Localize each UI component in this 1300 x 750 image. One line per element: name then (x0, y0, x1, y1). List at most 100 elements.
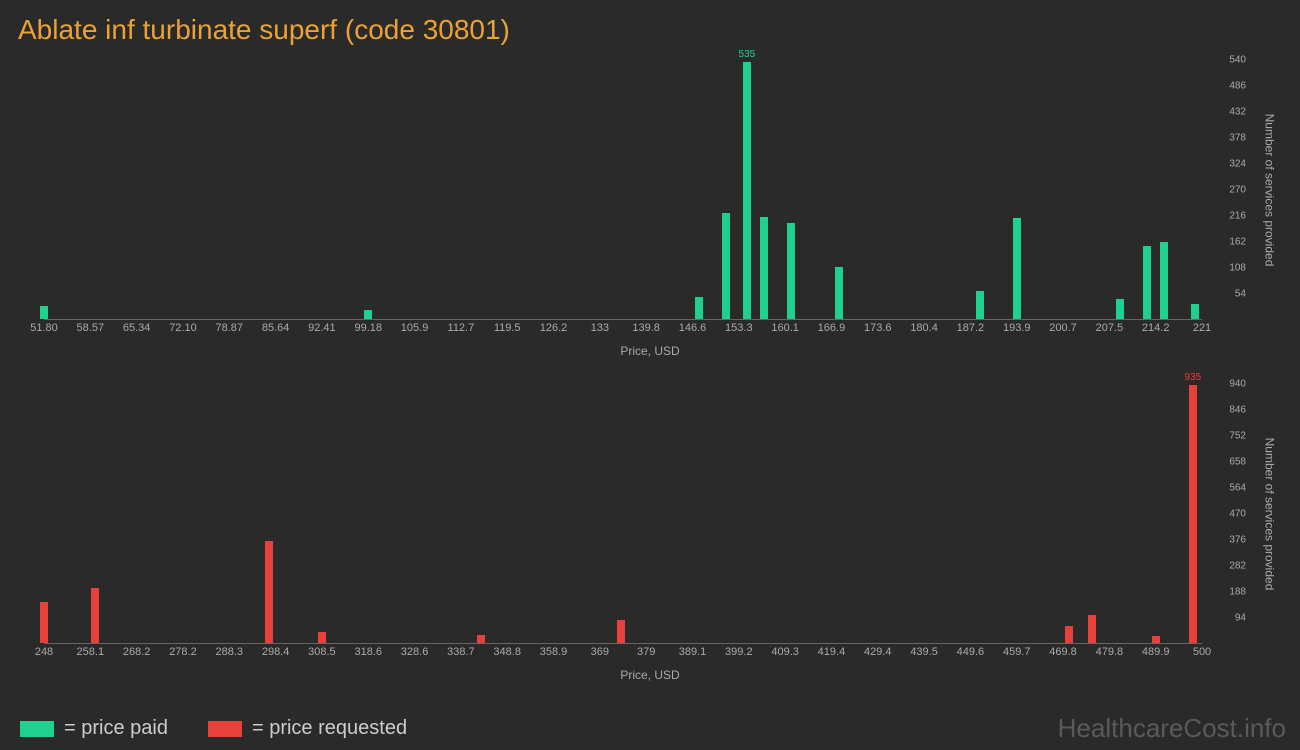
x-tick: 439.5 (910, 646, 938, 658)
y-tick: 432 (1229, 107, 1246, 118)
x-tick: 65.34 (123, 322, 151, 334)
x-tick: 298.4 (262, 646, 290, 658)
plot-area-requested: 935 (44, 384, 1202, 644)
x-tick: 268.2 (123, 646, 151, 658)
bar (265, 541, 273, 643)
x-tick: 112.7 (448, 322, 475, 334)
y-tick: 376 (1229, 535, 1246, 546)
x-tick: 133 (591, 322, 609, 334)
bar (722, 213, 730, 319)
x-tick: 308.5 (308, 646, 336, 658)
y-axis-label-paid: Number of services provided (1260, 60, 1278, 320)
y-tick: 540 (1229, 55, 1246, 66)
bars-paid: 535 (44, 60, 1202, 319)
x-tick: 85.64 (262, 322, 290, 334)
x-tick: 348.8 (493, 646, 521, 658)
x-tick: 58.57 (77, 322, 105, 334)
x-tick: 429.4 (864, 646, 892, 658)
bar (1013, 218, 1021, 319)
bar (617, 620, 625, 643)
x-tick: 288.3 (216, 646, 244, 658)
bar (976, 291, 984, 319)
legend-label-paid: = price paid (64, 717, 168, 740)
bar (760, 217, 768, 319)
y-tick: 270 (1229, 185, 1246, 196)
y-tick: 54 (1235, 289, 1246, 300)
x-tick: 409.3 (771, 646, 799, 658)
legend-item-requested: = price requested (208, 717, 407, 740)
page-title: Ablate inf turbinate superf (code 30801) (18, 14, 1282, 46)
x-tick: 187.2 (957, 322, 985, 334)
y-ticks-paid: 54108162216270324378432486540 (1206, 60, 1246, 320)
x-tick: 489.9 (1142, 646, 1170, 658)
y-tick: 470 (1229, 509, 1246, 520)
y-tick: 188 (1229, 587, 1246, 598)
x-tick: 180.4 (910, 322, 938, 334)
y-tick: 752 (1229, 431, 1246, 442)
y-axis-label-requested: Number of services provided (1260, 384, 1278, 644)
x-tick: 449.6 (957, 646, 985, 658)
y-tick: 282 (1229, 561, 1246, 572)
bar (787, 223, 795, 319)
watermark: HealthcareCost.info (1058, 713, 1286, 744)
y-tick: 108 (1229, 263, 1246, 274)
x-tick: 469.8 (1049, 646, 1077, 658)
x-tick: 221 (1193, 322, 1211, 334)
x-tick: 358.9 (540, 646, 568, 658)
x-tick: 419.4 (818, 646, 846, 658)
x-tick: 278.2 (169, 646, 197, 658)
bar (835, 267, 843, 319)
x-tick: 78.87 (216, 322, 244, 334)
x-tick: 207.5 (1096, 322, 1124, 334)
x-tick: 139.8 (632, 322, 660, 334)
x-tick: 119.5 (494, 322, 521, 334)
page: Ablate inf turbinate superf (code 30801)… (0, 0, 1300, 750)
x-tick: 200.7 (1049, 322, 1077, 334)
x-tick: 173.6 (864, 322, 892, 334)
x-tick: 399.2 (725, 646, 753, 658)
x-tick: 126.2 (540, 322, 568, 334)
legend-item-paid: = price paid (20, 717, 168, 740)
x-tick: 389.1 (679, 646, 707, 658)
bar-value-label: 535 (739, 49, 756, 62)
x-tick: 51.80 (30, 322, 58, 334)
x-tick: 214.2 (1142, 322, 1170, 334)
x-tick: 160.1 (771, 322, 799, 334)
y-tick: 486 (1229, 81, 1246, 92)
x-tick: 500 (1193, 646, 1211, 658)
x-tick: 318.6 (354, 646, 382, 658)
x-tick: 248 (35, 646, 53, 658)
bars-requested: 935 (44, 384, 1202, 643)
x-tick: 99.18 (354, 322, 382, 334)
y-tick: 564 (1229, 483, 1246, 494)
plot-area-paid: 535 (44, 60, 1202, 320)
x-tick: 328.6 (401, 646, 429, 658)
x-axis-label-requested: Price, USD (18, 668, 1282, 682)
x-tick: 459.7 (1003, 646, 1031, 658)
x-tick: 369 (591, 646, 609, 658)
bar (695, 297, 703, 319)
y-tick: 378 (1229, 133, 1246, 144)
y-tick: 324 (1229, 159, 1246, 170)
x-tick: 258.1 (77, 646, 105, 658)
legend-label-requested: = price requested (252, 717, 407, 740)
x-tick: 379 (637, 646, 655, 658)
y-ticks-requested: 94188282376470564658752846940 (1206, 384, 1246, 644)
bar (1143, 246, 1151, 319)
chart-price-paid: 535 51.8058.5765.3472.1078.8785.6492.419… (18, 60, 1282, 360)
chart-price-requested: 935 248 258.1 268.2 278.2 288.3 298.4 308.5 318… (18, 384, 1282, 684)
bar: 535 (743, 62, 751, 319)
bar (1065, 626, 1073, 643)
x-tick: 479.8 (1096, 646, 1124, 658)
bar (91, 588, 99, 643)
bar (1191, 304, 1199, 319)
x-tick: 166.9 (818, 322, 846, 334)
x-tick: 338.7 (447, 646, 475, 658)
x-ticks-requested: 248258.1268.2278.2288.3298.4308.5318.632… (44, 646, 1202, 662)
y-tick: 846 (1229, 405, 1246, 416)
x-tick: 105.9 (401, 322, 429, 334)
y-tick: 658 (1229, 457, 1246, 468)
legend: = price paid = price requested (20, 717, 407, 740)
x-tick: 153.3 (725, 322, 753, 334)
bar-value-label: 935 (1184, 372, 1201, 385)
